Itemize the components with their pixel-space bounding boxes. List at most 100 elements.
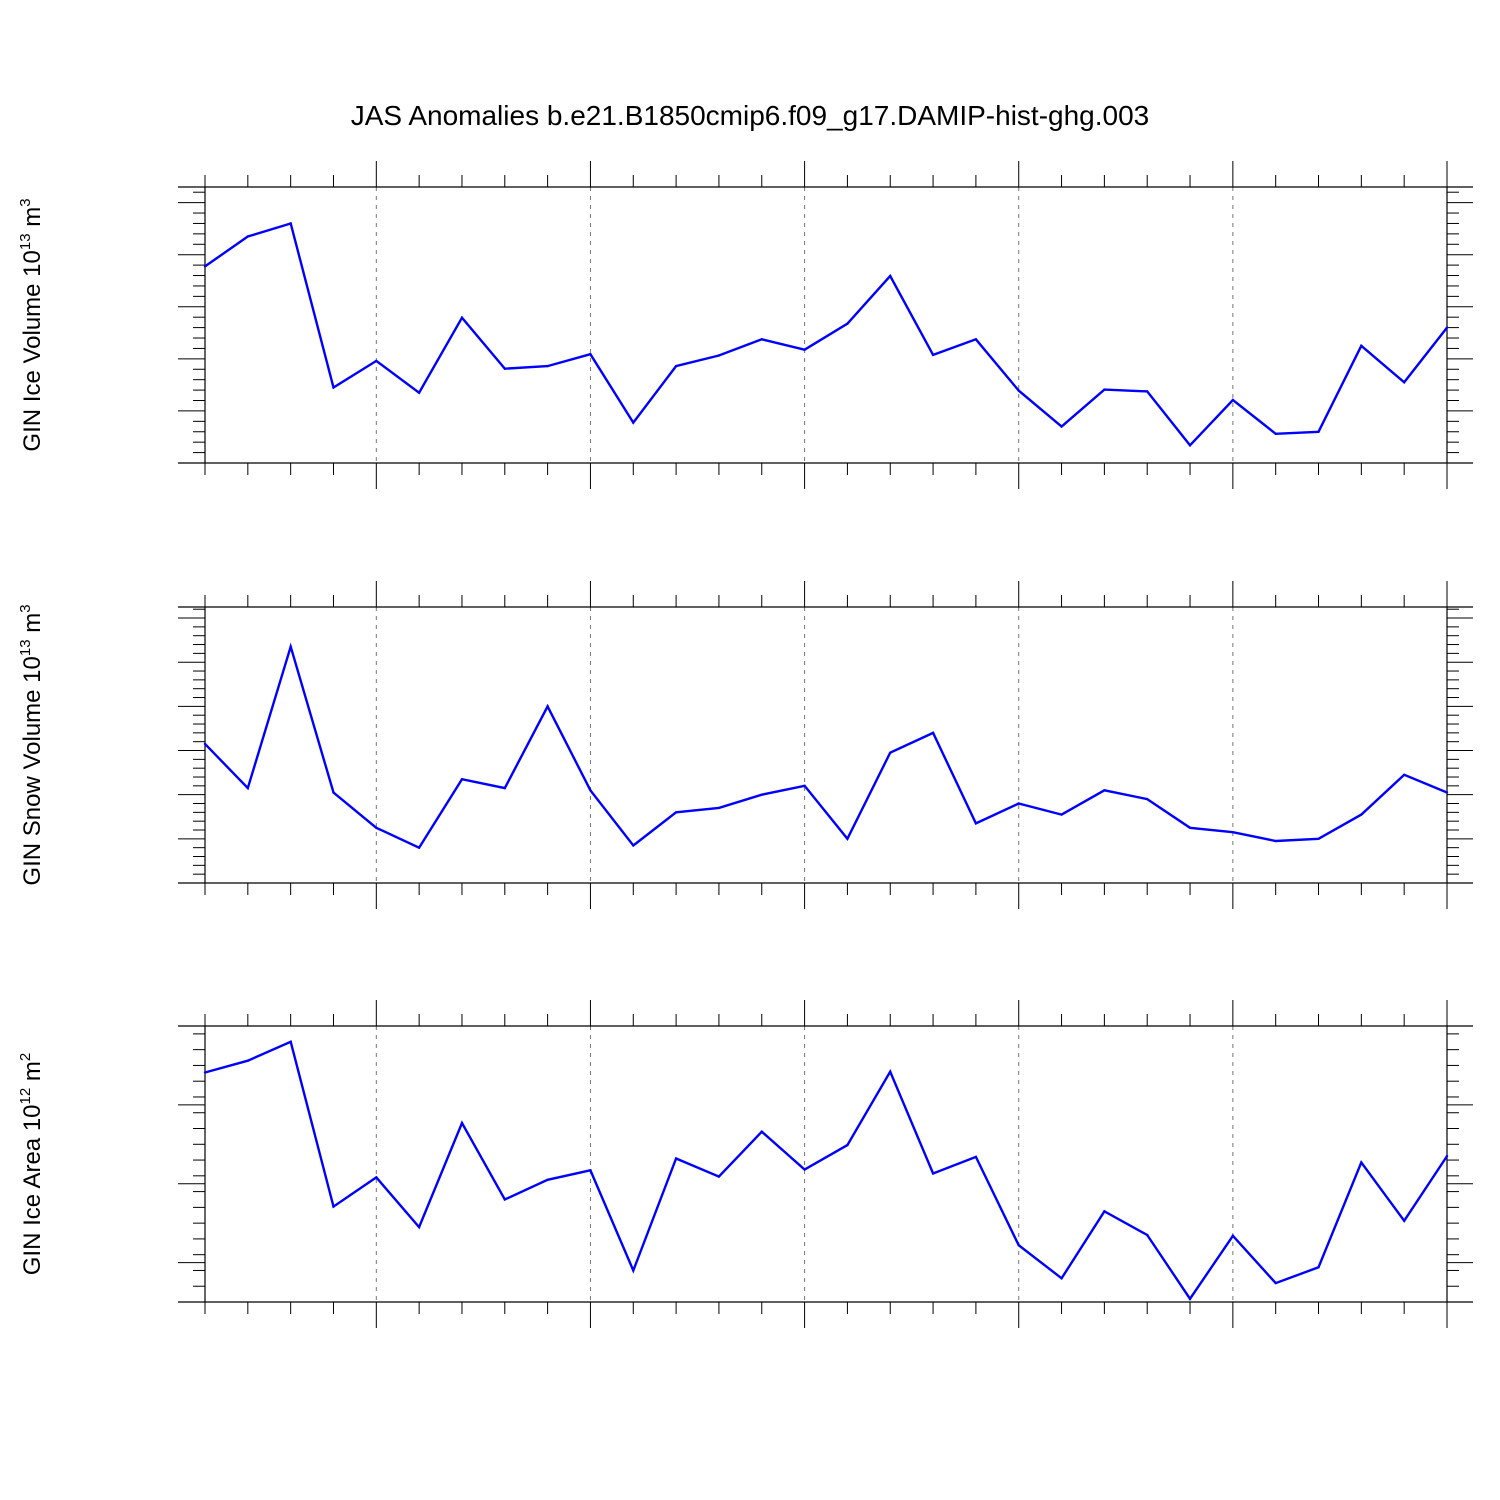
data-point bbox=[546, 364, 549, 368]
data-point bbox=[460, 778, 464, 781]
data-point bbox=[803, 1168, 806, 1171]
data-point bbox=[674, 364, 678, 368]
y-axis-label-ylabel-sup: 13 bbox=[17, 233, 34, 250]
data-point bbox=[846, 322, 849, 325]
data-point bbox=[974, 1155, 978, 1159]
data-point bbox=[546, 705, 549, 708]
y-axis-label-ylabel-main: GIN Snow Volume 10 bbox=[19, 656, 46, 885]
data-point bbox=[332, 791, 335, 794]
panel-3: GIN Ice Area 1012 m2 bbox=[17, 1000, 1473, 1328]
data-point bbox=[1188, 444, 1192, 447]
data-point bbox=[1060, 813, 1063, 816]
data-point bbox=[1188, 1297, 1192, 1301]
data-point bbox=[417, 1225, 421, 1229]
data-point bbox=[1445, 1154, 1449, 1158]
data-point bbox=[289, 645, 292, 648]
data-point bbox=[375, 1176, 378, 1179]
data-point bbox=[289, 222, 292, 225]
y-axis-label: GIN Ice Volume 1013 m3 bbox=[17, 198, 46, 451]
data-point bbox=[760, 338, 763, 341]
y-axis-label-ylabel-sup: 13 bbox=[17, 639, 34, 656]
data-point bbox=[1103, 789, 1106, 792]
data-point bbox=[674, 811, 678, 814]
data-point bbox=[1445, 791, 1449, 794]
data-point bbox=[375, 826, 378, 829]
data-point bbox=[1402, 381, 1406, 384]
data-point bbox=[546, 1178, 549, 1181]
data-point bbox=[1146, 797, 1149, 801]
data-point bbox=[931, 1172, 935, 1175]
data-point bbox=[1360, 344, 1363, 348]
data-point bbox=[1103, 388, 1106, 391]
data-point bbox=[1060, 1277, 1063, 1280]
data-point bbox=[760, 793, 763, 796]
data-point bbox=[246, 235, 250, 238]
panel-1: GIN Ice Volume 1013 m3 bbox=[17, 161, 1473, 489]
data-point bbox=[632, 844, 635, 847]
data-point bbox=[460, 1121, 464, 1125]
series-line-1 bbox=[204, 642, 1448, 850]
data-point bbox=[1103, 1210, 1106, 1213]
data-point bbox=[1146, 390, 1149, 393]
data-point bbox=[332, 1205, 335, 1208]
data-point bbox=[674, 1157, 678, 1160]
series-line-1 bbox=[204, 221, 1448, 448]
data-point bbox=[417, 391, 421, 394]
y-axis-label-ylabel-unit-sup: 3 bbox=[17, 198, 34, 206]
data-point bbox=[1317, 837, 1320, 841]
data-point bbox=[1402, 773, 1406, 777]
data-point bbox=[974, 822, 978, 825]
data-point bbox=[1188, 826, 1192, 829]
data-point bbox=[803, 348, 806, 351]
data-point bbox=[632, 421, 635, 424]
data-point bbox=[1317, 1266, 1320, 1269]
data-point bbox=[289, 1040, 292, 1043]
data-point bbox=[332, 386, 335, 389]
series-line-1 bbox=[204, 1040, 1449, 1301]
data-point bbox=[1060, 425, 1063, 428]
data-point bbox=[717, 1175, 721, 1178]
data-point bbox=[717, 806, 721, 810]
data-point bbox=[1017, 802, 1020, 805]
y-axis-label: GIN Snow Volume 1013 m3 bbox=[17, 604, 46, 885]
data-point bbox=[417, 846, 421, 849]
data-point bbox=[1445, 326, 1449, 329]
data-point bbox=[1402, 1219, 1406, 1222]
data-point bbox=[1274, 432, 1277, 436]
data-point bbox=[632, 1269, 635, 1272]
y-axis-label-ylabel-unit: m bbox=[19, 613, 46, 640]
data-point bbox=[1274, 839, 1277, 843]
data-point bbox=[1317, 430, 1320, 433]
data-point bbox=[1360, 813, 1363, 816]
data-point bbox=[589, 1169, 592, 1172]
chart-title: JAS Anomalies b.e21.B1850cmip6.f09_g17.D… bbox=[351, 100, 1149, 131]
data-point bbox=[760, 1130, 763, 1133]
data-point bbox=[1231, 831, 1235, 834]
data-point bbox=[246, 786, 250, 790]
y-axis-label-ylabel-unit-sup: 3 bbox=[17, 604, 34, 612]
data-point bbox=[846, 837, 849, 841]
y-axis-label-ylabel-main: GIN Ice Area 10 bbox=[19, 1104, 46, 1275]
data-point bbox=[1146, 1233, 1149, 1237]
data-point bbox=[203, 1071, 207, 1074]
data-point bbox=[931, 731, 935, 735]
data-point bbox=[460, 316, 464, 319]
data-point bbox=[717, 354, 721, 357]
data-point bbox=[889, 751, 892, 754]
data-point bbox=[203, 742, 207, 746]
y-axis-label-ylabel-unit: m bbox=[19, 1061, 46, 1088]
data-point bbox=[503, 786, 506, 790]
panel-2: GIN Snow Volume 1013 m3 bbox=[17, 581, 1473, 909]
y-axis-label-ylabel-unit-sup: 2 bbox=[17, 1053, 34, 1061]
data-point bbox=[889, 274, 892, 278]
data-point bbox=[1231, 1234, 1235, 1237]
y-axis-label: GIN Ice Area 1012 m2 bbox=[17, 1053, 46, 1275]
data-point bbox=[1017, 389, 1020, 392]
data-point bbox=[1017, 1244, 1020, 1247]
data-point bbox=[1360, 1161, 1363, 1164]
y-axis-label-ylabel-unit: m bbox=[19, 207, 46, 234]
data-point bbox=[1231, 398, 1235, 402]
data-point bbox=[589, 352, 592, 356]
data-point bbox=[246, 1059, 250, 1062]
